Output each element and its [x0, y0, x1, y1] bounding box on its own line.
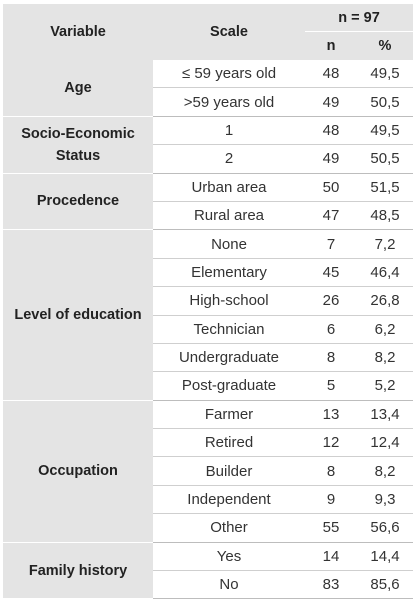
count-cell: 13	[305, 399, 357, 429]
scale-cell: Technician	[153, 314, 305, 344]
count-cell: 50	[305, 172, 357, 202]
header-total: n = 97	[305, 4, 414, 32]
table-row: Age ≤ 59 years old 48 49,5	[3, 60, 413, 117]
count-cell: 26	[305, 286, 357, 316]
scale-cell: Post-graduate	[153, 371, 305, 401]
count-cell: 12	[305, 428, 357, 457]
scale-cell: Farmer	[153, 399, 305, 429]
scale-cell: None	[153, 229, 305, 259]
percent-cell: 12,4	[357, 428, 414, 457]
percent-cell: 13,4	[357, 399, 414, 429]
count-cell: 9	[305, 484, 357, 514]
table-row: Occupation Farmer 13 13,4	[3, 399, 414, 543]
count-cell: 55	[305, 513, 357, 543]
table-row: Builder 8 8,2	[3, 456, 414, 486]
count-cell: 83	[305, 570, 357, 599]
count-cell: 49	[305, 144, 357, 174]
table-row: Elementary 45 46,4	[3, 257, 414, 287]
demographics-table: Variable Scale n = 97 n % Age ≤ 59 years …	[3, 4, 414, 599]
variable-cell: Age	[3, 60, 153, 117]
percent-cell: 56,6	[357, 513, 414, 543]
count-cell: 8	[305, 342, 357, 372]
table-row: Socio-Economic Status 1 48 49,5	[3, 115, 414, 174]
count-cell: 14	[305, 541, 357, 571]
count-cell: 48	[305, 115, 357, 145]
percent-cell: 6,2	[357, 314, 414, 344]
header-row: Variable Scale n = 97	[3, 4, 414, 40]
percent-cell: 7,2	[357, 229, 414, 259]
scale-cell: 1	[153, 115, 305, 145]
scale-cell: Undergraduate	[153, 342, 305, 372]
table-body: Age ≤ 59 years old 48 49,5 >59 years old 49 50…	[3, 60, 414, 599]
scale-cell: ≤ 59 years old	[181, 65, 277, 83]
scale-cell: High-school	[153, 286, 305, 316]
percent-cell: 51,5	[357, 172, 414, 202]
variable-cell: Family history	[3, 542, 153, 599]
header-scale: Scale	[210, 24, 248, 40]
percent-cell: 26,8	[357, 286, 414, 316]
table-row: Undergraduate 8 8,2	[3, 342, 414, 372]
table-row: Retired 12 12,4	[3, 428, 414, 457]
variable-cell: Level of education	[3, 229, 153, 401]
percent-cell: 8,2	[357, 342, 414, 372]
percent-cell: 9,3	[357, 484, 414, 514]
percent-cell: 48,5	[357, 200, 414, 230]
scale-cell: Elementary	[153, 257, 305, 287]
percent-cell: 46,4	[357, 257, 414, 287]
table-row: Procedence Urban area 50 51,5	[3, 172, 414, 231]
table-row: Other 55 56,6	[3, 513, 414, 543]
percent-cell: 14,4	[357, 541, 414, 571]
scale-cell: Rural area	[153, 200, 305, 230]
count-cell: 5	[305, 371, 357, 401]
percent-cell: 8,2	[357, 456, 414, 486]
scale-cell: >59 years old	[153, 87, 305, 117]
scale-cell: No	[153, 570, 305, 599]
scale-cell: Independent	[153, 484, 305, 514]
scale-cell: Yes	[153, 541, 305, 571]
table-row: Level of education None 7 7,2	[3, 229, 414, 401]
count-cell: 8	[305, 456, 357, 486]
count-cell: 7	[305, 229, 357, 259]
percent-cell: 49,5	[370, 65, 400, 83]
variable-cell: Procedence	[3, 173, 153, 231]
table-row: Post-graduate 5 5,2	[3, 371, 414, 401]
scale-cell: Retired	[153, 428, 305, 457]
table-row: Technician 6 6,2	[3, 314, 414, 344]
table-row: High-school 26 26,8	[3, 286, 414, 316]
variable-cell: Socio-Economic Status	[3, 116, 153, 174]
percent-cell: 49,5	[357, 115, 414, 145]
header-variable: Variable	[50, 24, 106, 40]
count-cell: 47	[305, 200, 357, 230]
scale-cell: Urban area	[153, 172, 305, 202]
scale-cell: 2	[153, 144, 305, 174]
percent-cell: 50,5	[357, 144, 414, 174]
header-pct: %	[378, 38, 392, 54]
percent-cell: 5,2	[357, 371, 414, 401]
header-n: n	[326, 38, 336, 54]
count-cell: 48	[322, 65, 340, 83]
count-cell: 49	[305, 87, 357, 117]
percent-cell: 50,5	[357, 87, 414, 117]
scale-cell: Other	[153, 513, 305, 543]
scale-cell: Builder	[153, 456, 305, 486]
variable-cell: Occupation	[3, 400, 153, 543]
count-cell: 45	[305, 257, 357, 287]
table-row: 2 49 50,5	[3, 144, 414, 174]
percent-cell: 85,6	[357, 570, 414, 599]
count-cell: 6	[305, 314, 357, 344]
table-row: Rural area 47 48,5	[3, 200, 414, 230]
table-row: Independent 9 9,3	[3, 484, 414, 514]
table-row: >59 years old 49 50,5	[3, 87, 414, 117]
table-row: Family history Yes 14 14,4	[3, 541, 414, 599]
